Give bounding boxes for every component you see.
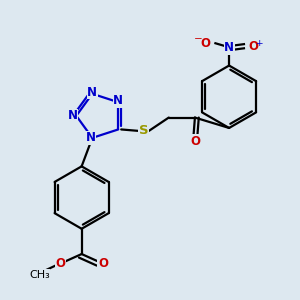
Text: O: O [55, 257, 65, 270]
Text: S: S [139, 124, 148, 137]
Text: O: O [190, 135, 200, 148]
Text: CH₃: CH₃ [29, 270, 50, 280]
Text: N: N [86, 131, 96, 144]
Text: O: O [248, 40, 258, 53]
Text: −: − [194, 34, 203, 44]
Text: N: N [224, 41, 234, 54]
Text: N: N [113, 94, 123, 107]
Text: O: O [98, 257, 108, 270]
Text: +: + [255, 39, 262, 48]
Text: N: N [87, 86, 97, 99]
Text: N: N [68, 109, 78, 122]
Text: O: O [200, 37, 210, 50]
